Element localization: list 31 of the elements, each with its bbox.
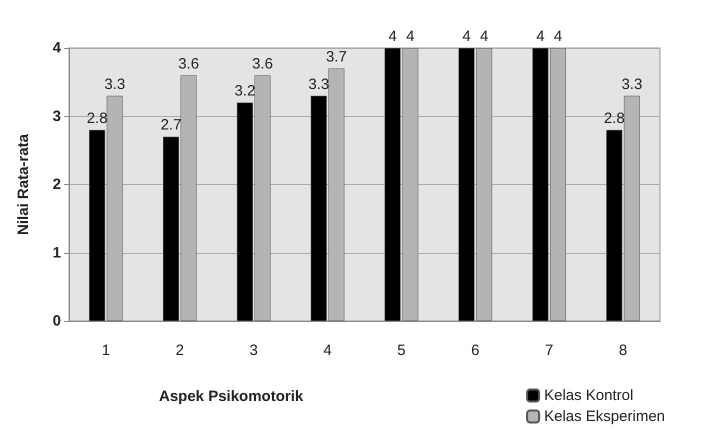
x-axis-title: Aspek Psikomotorik xyxy=(159,388,304,405)
data-label: 3.3 xyxy=(104,76,126,93)
data-label: 4 xyxy=(388,28,397,45)
legend-label: Kelas Eksperimen xyxy=(544,408,666,425)
x-tick-label: 8 xyxy=(618,342,628,359)
data-label: 4 xyxy=(462,28,471,45)
data-label: 4 xyxy=(554,28,562,45)
y-tick-label: 3 xyxy=(52,108,61,125)
x-tick-label: 2 xyxy=(176,342,184,359)
data-label: 3.3 xyxy=(308,76,330,93)
data-label: 4 xyxy=(480,28,488,45)
y-tick-label: 4 xyxy=(52,40,62,56)
data-label: 3.7 xyxy=(326,48,347,66)
x-tick-label: 3 xyxy=(250,342,258,359)
data-label: 4 xyxy=(406,28,414,45)
x-tick-label: 7 xyxy=(545,342,554,359)
data-label: 3.6 xyxy=(178,55,200,72)
data-label: 3.3 xyxy=(621,76,642,93)
y-axis-title: Nilai Rata-rata xyxy=(15,133,32,235)
y-tick-label: 0 xyxy=(52,312,61,330)
data-label: 2.8 xyxy=(604,110,625,127)
x-tick-label: 6 xyxy=(471,342,480,359)
x-tick-label: 5 xyxy=(397,342,406,359)
data-label: 2.8 xyxy=(86,110,108,127)
x-tick-label: 4 xyxy=(323,342,332,359)
y-tick-label: 2 xyxy=(52,176,61,193)
data-label: 3.6 xyxy=(252,55,273,72)
y-tick-label: 1 xyxy=(52,244,61,262)
data-label: 4 xyxy=(536,28,545,45)
x-tick-label: 1 xyxy=(102,342,110,359)
legend-label: Kelas Kontrol xyxy=(544,387,634,404)
